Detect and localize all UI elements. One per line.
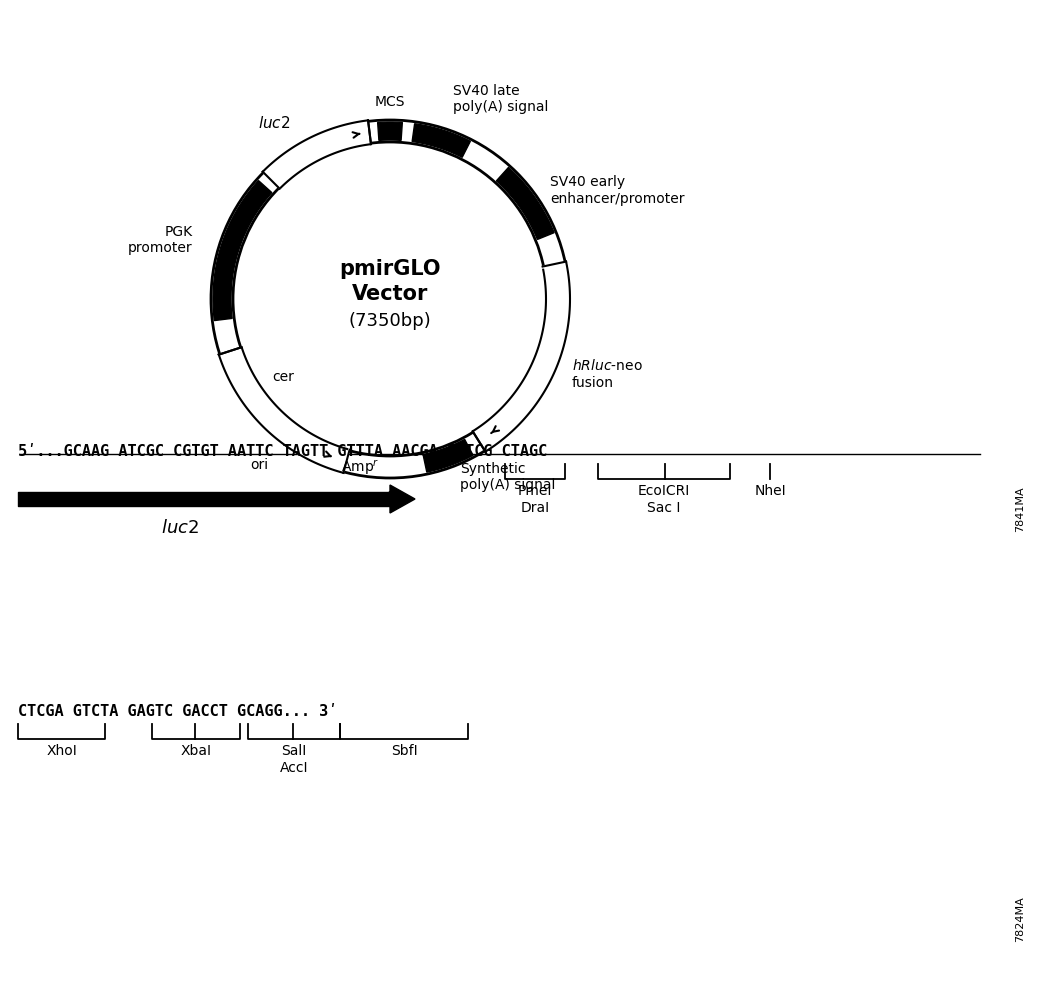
Text: (7350bp): (7350bp) bbox=[348, 312, 431, 330]
Text: Sac I: Sac I bbox=[647, 501, 680, 515]
Text: SbfI: SbfI bbox=[391, 744, 417, 758]
Text: pmirGLO: pmirGLO bbox=[339, 259, 441, 279]
Text: $hRluc$-neo
fusion: $hRluc$-neo fusion bbox=[571, 359, 643, 390]
Polygon shape bbox=[473, 262, 570, 452]
Text: Amp$^r$: Amp$^r$ bbox=[341, 459, 380, 477]
Text: 5ʹ...GCAAG ATCGC CGTGT AATTC TAGTT GTTTA AACGA GCTCG CTAGC: 5ʹ...GCAAG ATCGC CGTGT AATTC TAGTT GTTTA… bbox=[18, 444, 548, 459]
Text: NheI: NheI bbox=[754, 484, 786, 498]
Text: MCS: MCS bbox=[374, 95, 405, 109]
Polygon shape bbox=[262, 120, 371, 189]
Polygon shape bbox=[412, 124, 471, 157]
Text: $luc2$: $luc2$ bbox=[258, 116, 290, 132]
Text: Vector: Vector bbox=[352, 284, 428, 304]
Polygon shape bbox=[497, 168, 554, 240]
Text: AccI: AccI bbox=[280, 761, 308, 775]
Text: SalI: SalI bbox=[281, 744, 307, 758]
Text: 7824MA: 7824MA bbox=[1015, 896, 1025, 942]
Text: 7841MA: 7841MA bbox=[1015, 487, 1025, 531]
Text: cer: cer bbox=[272, 370, 293, 384]
Text: PmeI: PmeI bbox=[517, 484, 552, 498]
Text: XbaI: XbaI bbox=[180, 744, 212, 758]
Polygon shape bbox=[377, 122, 402, 141]
Polygon shape bbox=[219, 348, 349, 473]
Text: $luc2$: $luc2$ bbox=[161, 519, 199, 537]
Text: ori: ori bbox=[251, 458, 269, 472]
Polygon shape bbox=[213, 181, 272, 321]
Text: DraI: DraI bbox=[521, 501, 550, 515]
Text: EcoICRI: EcoICRI bbox=[638, 484, 691, 498]
Polygon shape bbox=[423, 440, 473, 473]
Text: SV40 late
poly(A) signal: SV40 late poly(A) signal bbox=[453, 84, 549, 114]
Text: CTCGA GTCTA GAGTC GACCT GCAGG... 3ʹ: CTCGA GTCTA GAGTC GACCT GCAGG... 3ʹ bbox=[18, 704, 337, 719]
Text: Synthetic
poly(A) signal: Synthetic poly(A) signal bbox=[459, 462, 555, 492]
Polygon shape bbox=[390, 485, 415, 513]
Text: SV40 early
enhancer/promoter: SV40 early enhancer/promoter bbox=[550, 176, 684, 206]
Text: PGK
promoter: PGK promoter bbox=[128, 225, 193, 255]
Text: XhoI: XhoI bbox=[46, 744, 77, 758]
